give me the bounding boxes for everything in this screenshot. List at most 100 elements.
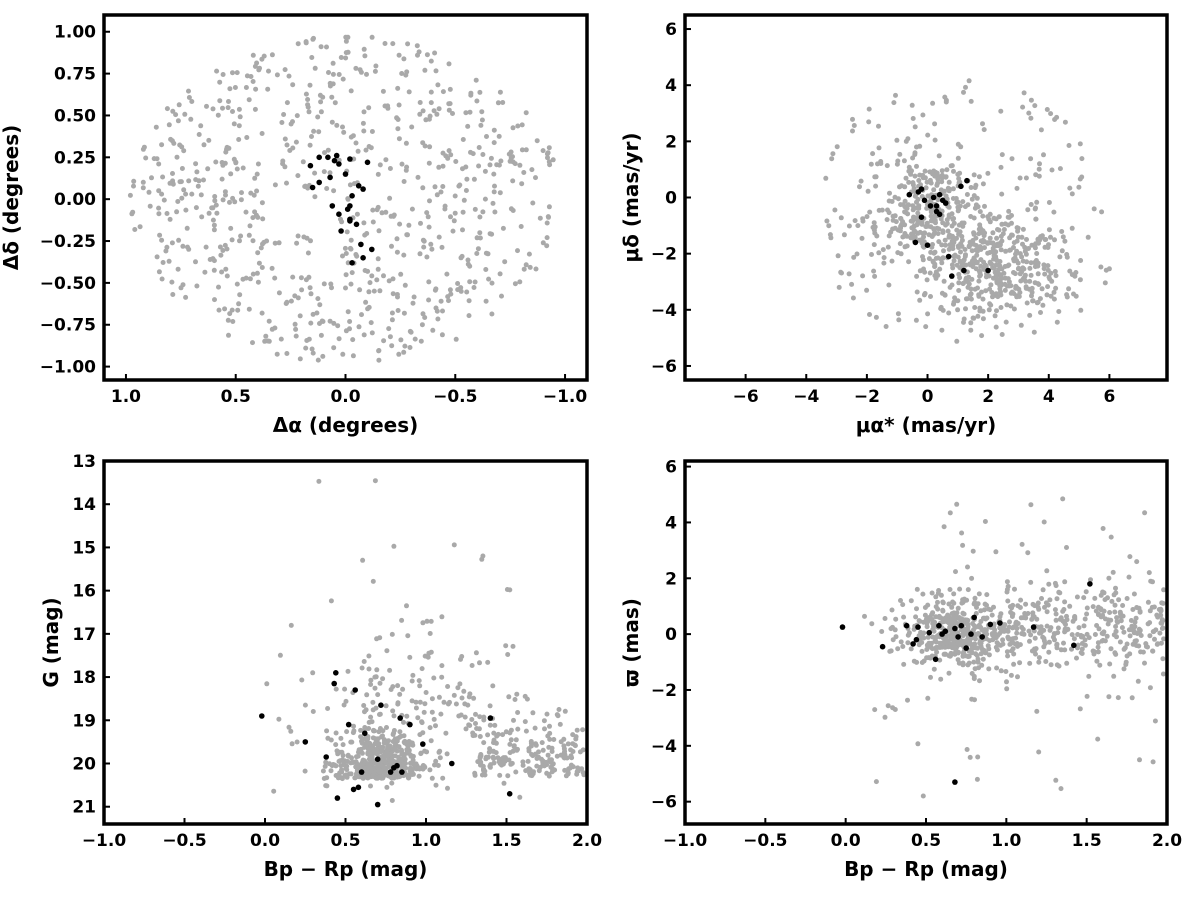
panel-sky-position-field-point: [250, 238, 256, 244]
panel-sky-position-field-point: [320, 353, 326, 359]
panel-proper-motion-field-point: [866, 119, 872, 125]
panel-proper-motion-field-point: [976, 293, 982, 299]
panel-colour-magnitude-field-point: [482, 768, 488, 774]
panel-proper-motion-field-point: [960, 199, 966, 205]
panel-parallax-colour-field-point: [1121, 629, 1127, 635]
panel-colour-magnitude-field-point: [325, 706, 331, 711]
panel-colour-magnitude-field-point: [348, 771, 354, 777]
panel-sky-position-field-point: [167, 216, 173, 222]
panel-sky-position-field-point: [361, 46, 367, 52]
panel-colour-magnitude-field-point: [423, 690, 429, 695]
panel-proper-motion-field-point: [983, 288, 989, 294]
panel-sky-position-field-point: [474, 251, 480, 256]
panel-sky-position-field-point: [397, 221, 403, 227]
panel-sky-position-field-point: [312, 170, 318, 176]
panel-sky-position-field-point: [176, 237, 182, 243]
panel-proper-motion-field-point: [924, 277, 930, 283]
panel-sky-position-field-point: [272, 275, 278, 281]
panel-proper-motion-field-point: [977, 273, 983, 279]
panel-sky-position-field-point: [460, 209, 466, 215]
panel-colour-magnitude-field-point: [513, 769, 519, 775]
panel-parallax-colour-field-point: [935, 599, 940, 605]
panel-colour-magnitude-field-point: [507, 741, 513, 747]
panel-sky-position-field-point: [519, 122, 525, 128]
panel-sky-position-field-point: [156, 269, 162, 275]
panel-sky-position-field-point: [225, 317, 231, 323]
panel-sky-position-field-point: [367, 280, 373, 286]
panel-parallax-colour-field-point: [1054, 645, 1060, 651]
panel-parallax-colour-field-point: [1112, 602, 1118, 608]
panel-proper-motion-xtick-label: 0: [922, 387, 934, 407]
panel-sky-position-field-point: [324, 186, 330, 191]
panel-parallax-colour-field-point: [925, 643, 931, 649]
panel-parallax-colour-field-point: [1042, 604, 1047, 610]
panel-proper-motion-field-point: [976, 231, 982, 237]
panel-colour-magnitude-field-point: [438, 711, 444, 717]
panel-proper-motion-field-point: [1041, 266, 1047, 272]
panel-colour-magnitude-field-point: [532, 725, 538, 731]
panel-proper-motion-field-point: [865, 188, 871, 194]
panel-proper-motion-field-point: [910, 116, 916, 121]
panel-sky-position-field-point: [480, 152, 486, 157]
panel-sky-position-field-point: [212, 297, 217, 303]
panel-parallax-colour-field-point: [1120, 603, 1126, 608]
panel-colour-magnitude-field-point: [373, 705, 379, 711]
panel-parallax-colour-field-point: [1033, 646, 1039, 652]
panel-sky-position-field-point: [526, 251, 532, 257]
panel-sky-position-field-point: [183, 294, 189, 300]
panel-sky-position-field-point: [322, 150, 327, 156]
panel-parallax-colour-xtick-label: 0.0: [831, 831, 861, 851]
panel-sky-position-field-point: [209, 205, 215, 211]
panel-proper-motion-field-point: [1027, 265, 1033, 271]
panel-sky-position-field-point: [418, 338, 424, 344]
panel-sky-position-field-point: [317, 321, 322, 326]
panel-colour-magnitude-field-point: [368, 783, 373, 789]
panel-sky-position-field-point: [387, 195, 393, 201]
panel-sky-position-field-point: [477, 214, 483, 220]
panel-proper-motion-field-point: [836, 284, 842, 290]
panel-sky-position-field-point: [379, 210, 385, 216]
panel-sky-position-field-point: [166, 122, 172, 128]
panel-proper-motion-member-point: [912, 239, 919, 246]
panel-proper-motion-field-point: [832, 207, 838, 213]
panel-sky-position-field-point: [301, 234, 307, 240]
panel-parallax-colour-field-point: [1044, 623, 1050, 629]
panel-parallax-colour-field-point: [1095, 736, 1101, 742]
panel-parallax-colour-field-point: [965, 587, 971, 593]
panel-proper-motion-field-point: [1102, 280, 1108, 286]
panel-proper-motion-field-point: [829, 156, 835, 162]
panel-sky-position-field-point: [394, 249, 400, 255]
panel-proper-motion-field-point: [850, 128, 855, 134]
panel-proper-motion-field-point: [870, 151, 876, 157]
panel-proper-motion-field-point: [987, 211, 993, 217]
panel-parallax-colour-field-point: [1142, 510, 1148, 516]
panel-parallax-colour-field-point: [1075, 632, 1081, 637]
panel-sky-position-field-point: [477, 230, 483, 236]
panel-proper-motion-field-point: [921, 292, 927, 298]
panel-sky-position-field-point: [363, 299, 369, 305]
panel-proper-motion-field-point: [910, 180, 916, 186]
panel-sky-position-field-point: [488, 155, 494, 161]
panel-sky-position-field-point: [455, 281, 461, 286]
panel-colour-magnitude-member-point: [334, 795, 341, 801]
panel-sky-position-field-point: [540, 148, 546, 154]
panel-sky-position-field-point: [251, 192, 257, 198]
panel-parallax-colour-field-point: [893, 616, 899, 622]
panel-parallax-colour-field-point: [1046, 649, 1052, 655]
panel-proper-motion-field-point: [1024, 237, 1029, 242]
panel-sky-position-field-point: [227, 86, 233, 92]
panel-sky-position-field-point: [446, 61, 452, 67]
panel-proper-motion-field-point: [870, 224, 876, 230]
panel-sky-position-field-point: [207, 257, 213, 262]
panel-proper-motion-field-point: [995, 243, 1001, 249]
panel-proper-motion-ytick-label: −2: [651, 245, 677, 265]
panel-colour-magnitude-ytick-label: 15: [72, 538, 96, 558]
panel-colour-magnitude-field-point: [477, 714, 483, 720]
panel-parallax-colour-field-point: [1005, 598, 1011, 604]
panel-sky-position-field-point: [286, 73, 292, 79]
panel-sky-position-field-point: [409, 124, 415, 130]
panel-colour-magnitude-member-point: [378, 702, 384, 708]
panel-parallax-colour-field-point: [1067, 603, 1073, 609]
panel-proper-motion-field-point: [1015, 266, 1021, 272]
panel-sky-position-field-point: [401, 179, 407, 184]
